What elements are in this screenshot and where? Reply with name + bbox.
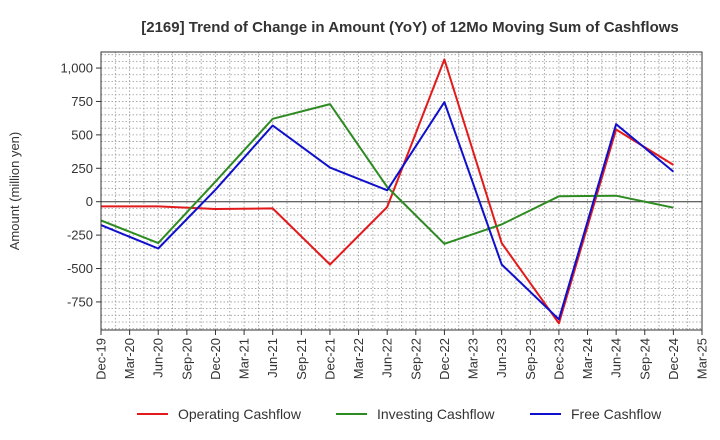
y-axis-ticks: -750 -500 -250 0 250 500 750 1,000 [60, 61, 101, 309]
x-tick-label: Mar-21 [237, 338, 252, 379]
x-tick-label: Mar-25 [695, 338, 710, 379]
x-tick-label: Sep-21 [294, 338, 309, 380]
series-line-2 [100, 101, 675, 321]
series-line-1 [100, 103, 674, 245]
legend-label: Free Cashflow [571, 406, 662, 422]
x-tick-label: Jun-22 [380, 338, 395, 378]
x-tick-label: Dec-23 [551, 338, 566, 380]
y-tick-label: 250 [71, 161, 93, 176]
x-tick-label: Jun-21 [265, 338, 280, 378]
x-axis-ticks: Dec-19 Mar-20 Jun-20 Sep-20 Dec-20 Mar-21 Jun-… [94, 330, 710, 380]
x-tick-label: Sep-20 [179, 338, 194, 380]
plot-area [101, 52, 702, 330]
x-tick-label: Dec-24 [666, 338, 681, 380]
x-tick-label: Jun-24 [609, 338, 624, 378]
x-tick-label: Dec-19 [94, 338, 109, 380]
x-tick-label: Dec-20 [208, 338, 223, 380]
chart-title: [2169] Trend of Change in Amount (YoY) o… [141, 19, 679, 36]
y-tick-label: -250 [67, 228, 93, 243]
legend-label: Investing Cashflow [377, 406, 495, 422]
y-tick-label: 0 [86, 194, 93, 209]
x-tick-label: Sep-22 [408, 338, 423, 380]
y-tick-label: 750 [71, 94, 93, 109]
x-tick-label: Dec-22 [437, 338, 452, 380]
legend-label: Operating Cashflow [178, 406, 302, 422]
y-tick-label: 1,000 [60, 61, 93, 76]
x-tick-label: Mar-20 [122, 338, 137, 379]
series-layer [100, 58, 675, 325]
x-tick-label: Sep-24 [637, 338, 652, 380]
x-tick-label: Dec-21 [322, 338, 337, 380]
x-tick-label: Sep-23 [523, 338, 538, 380]
legend: Operating Cashflow Investing Cashflow Free… [137, 406, 662, 422]
y-tick-label: -500 [67, 261, 93, 276]
y-axis-label: Amount (million yen) [7, 132, 22, 251]
x-tick-label: Jun-23 [494, 338, 509, 378]
x-tick-label: Mar-22 [351, 338, 366, 379]
plot-frame [100, 51, 703, 331]
y-tick-label: -750 [67, 294, 93, 309]
x-tick-label: Jun-20 [151, 338, 166, 378]
grid [100, 52, 703, 330]
x-tick-label: Mar-24 [580, 338, 595, 379]
y-tick-label: 500 [71, 127, 93, 142]
x-tick-label: Mar-23 [466, 338, 481, 379]
